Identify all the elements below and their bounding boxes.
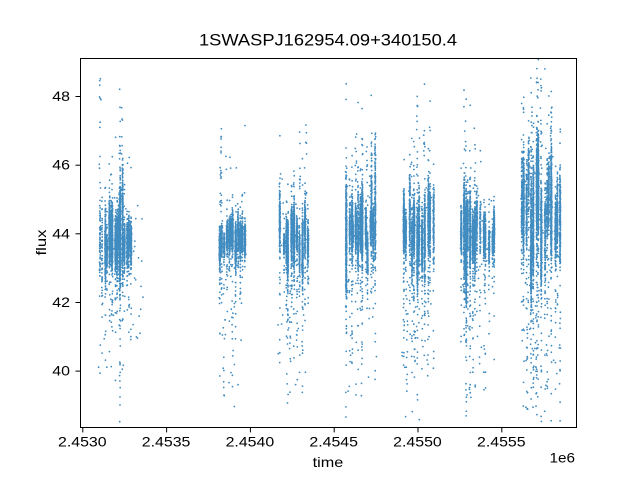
svg-text:42: 42	[52, 294, 70, 310]
svg-text:2.4550: 2.4550	[393, 433, 442, 449]
svg-text:flux: flux	[33, 229, 49, 255]
svg-text:2.4555: 2.4555	[477, 433, 526, 449]
svg-text:1SWASPJ162954.09+340150.4: 1SWASPJ162954.09+340150.4	[199, 31, 457, 50]
svg-text:48: 48	[52, 88, 70, 104]
svg-text:44: 44	[52, 225, 70, 241]
svg-text:2.4535: 2.4535	[142, 433, 191, 449]
svg-text:46: 46	[52, 157, 70, 173]
svg-text:1e6: 1e6	[550, 450, 576, 466]
svg-text:2.4540: 2.4540	[226, 433, 275, 449]
svg-text:time: time	[313, 454, 344, 470]
svg-text:40: 40	[52, 363, 70, 379]
svg-text:2.4530: 2.4530	[58, 433, 107, 449]
svg-text:2.4545: 2.4545	[309, 433, 358, 449]
